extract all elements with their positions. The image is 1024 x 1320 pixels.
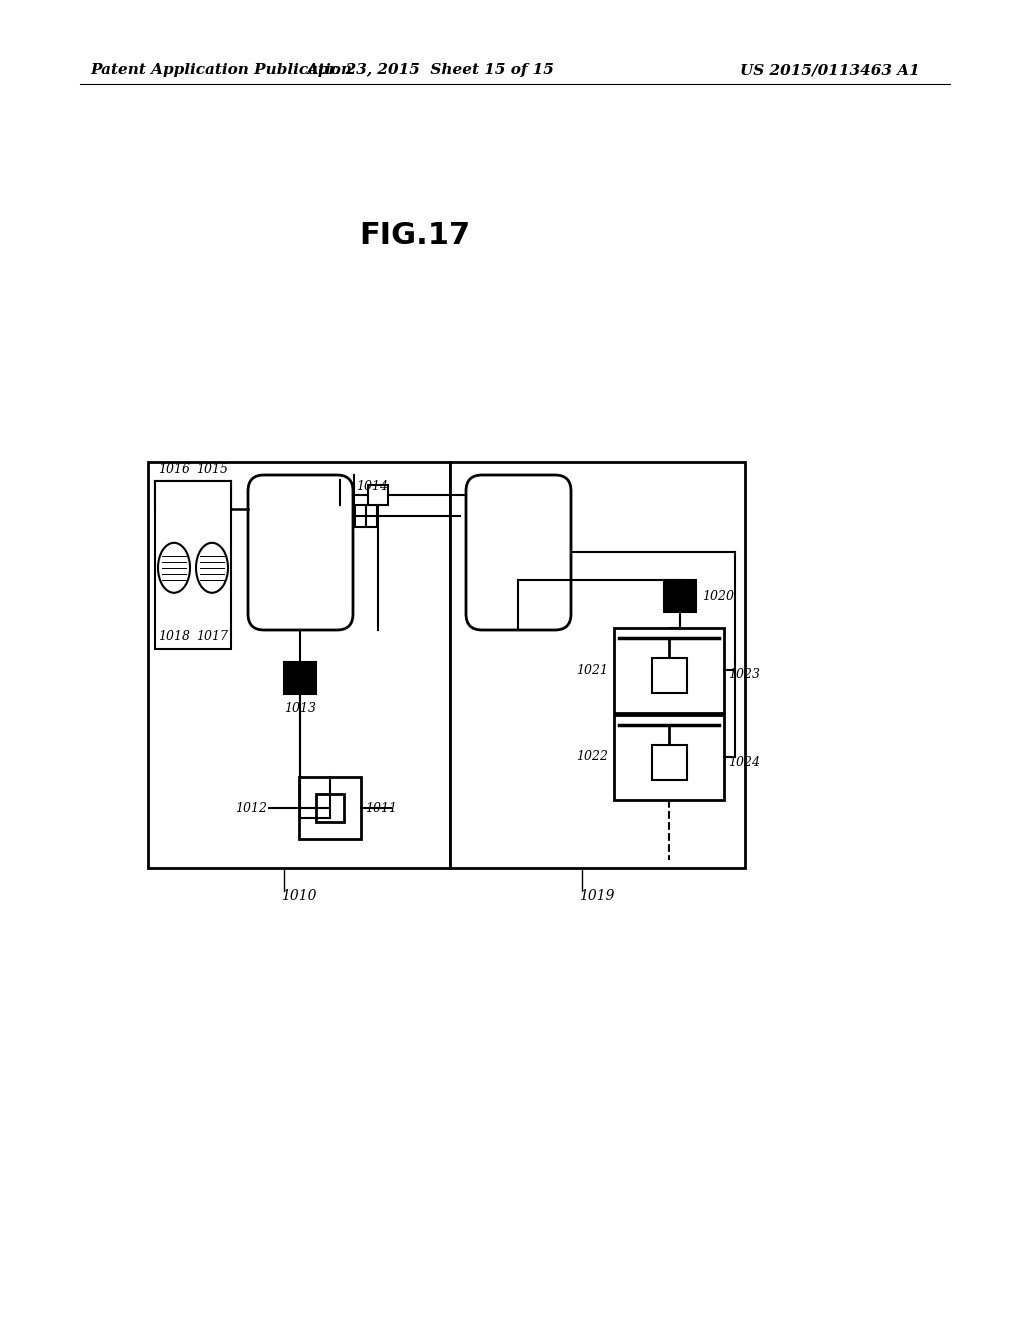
Text: Apr. 23, 2015  Sheet 15 of 15: Apr. 23, 2015 Sheet 15 of 15	[306, 63, 554, 77]
Bar	[450, 462, 745, 869]
Bar	[614, 715, 724, 800]
Bar	[652, 744, 687, 780]
Text: 1024: 1024	[728, 755, 760, 768]
Text: 1010: 1010	[282, 888, 316, 903]
Text: 1021: 1021	[575, 664, 608, 676]
Text: FIG.17: FIG.17	[359, 220, 471, 249]
Text: 1014: 1014	[356, 480, 388, 494]
Text: Patent Application Publication: Patent Application Publication	[90, 63, 352, 77]
Text: 1017: 1017	[196, 631, 228, 644]
Text: 1020: 1020	[702, 590, 734, 602]
Bar	[299, 777, 361, 840]
Bar	[193, 480, 231, 510]
Text: 1013: 1013	[284, 701, 316, 714]
Text: 1011: 1011	[365, 801, 397, 814]
Bar	[155, 480, 231, 649]
Text: 1023: 1023	[728, 668, 760, 681]
Text: 1022: 1022	[575, 751, 608, 763]
Text: US 2015/0113463 A1: US 2015/0113463 A1	[740, 63, 920, 77]
Text: 1012: 1012	[234, 801, 267, 814]
Text: 1015: 1015	[196, 463, 228, 477]
Bar	[148, 462, 450, 869]
Bar	[664, 579, 696, 612]
Bar	[284, 663, 316, 694]
Bar	[614, 628, 724, 713]
Bar	[368, 484, 388, 506]
Text: 1016: 1016	[158, 463, 190, 477]
Text: 1019: 1019	[580, 888, 614, 903]
Ellipse shape	[196, 543, 228, 593]
FancyBboxPatch shape	[466, 475, 571, 630]
Ellipse shape	[158, 543, 190, 593]
Bar	[652, 657, 687, 693]
Bar	[355, 506, 377, 527]
FancyBboxPatch shape	[248, 475, 353, 630]
Text: 1018: 1018	[158, 631, 190, 644]
Bar	[155, 480, 193, 510]
Bar	[316, 795, 344, 822]
